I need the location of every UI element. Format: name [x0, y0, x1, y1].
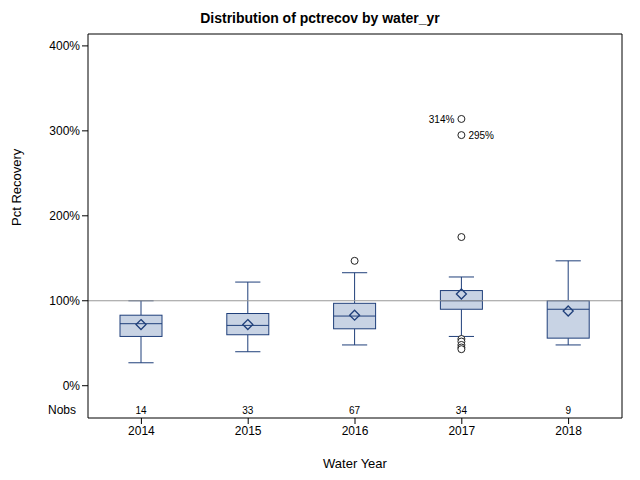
svg-text:33: 33: [242, 405, 254, 416]
svg-text:Pct Recovery: Pct Recovery: [9, 148, 24, 226]
svg-text:2017: 2017: [448, 424, 475, 438]
svg-text:314%: 314%: [429, 114, 455, 125]
svg-text:200%: 200%: [49, 209, 80, 223]
svg-text:2016: 2016: [342, 424, 369, 438]
svg-text:67: 67: [349, 405, 361, 416]
svg-text:295%: 295%: [468, 130, 494, 141]
svg-text:100%: 100%: [49, 294, 80, 308]
svg-text:Water Year: Water Year: [323, 456, 388, 471]
svg-text:400%: 400%: [49, 39, 80, 53]
svg-text:300%: 300%: [49, 124, 80, 138]
svg-text:2014: 2014: [128, 424, 155, 438]
svg-text:Nobs: Nobs: [48, 403, 76, 417]
html-text:Distribution of pctrecov by wa: Distribution of pctrecov by water_yr: [200, 10, 440, 26]
svg-text:2018: 2018: [555, 424, 582, 438]
svg-text:9: 9: [565, 405, 571, 416]
svg-text:14: 14: [135, 405, 147, 416]
svg-text:34: 34: [456, 405, 468, 416]
svg-text:2015: 2015: [235, 424, 262, 438]
svg-text:0%: 0%: [63, 379, 81, 393]
